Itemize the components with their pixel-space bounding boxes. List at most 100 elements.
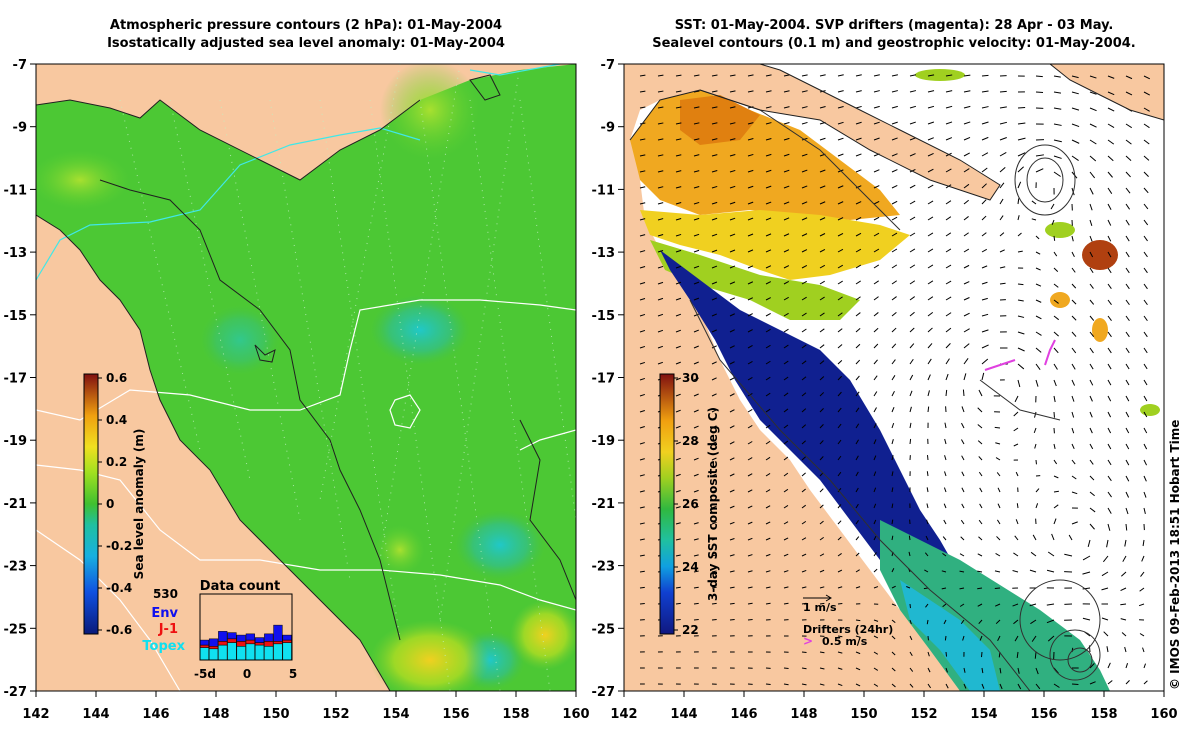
bar-env [254, 637, 265, 643]
velocity-arrow [711, 313, 718, 317]
right-coastline [629, 64, 1164, 201]
velocity-arrow [1107, 155, 1114, 162]
velocity-arrow [1106, 646, 1109, 653]
colorbar-tick-label: 0.2 [106, 455, 127, 469]
velocity-arrow [945, 389, 948, 397]
velocity-arrow [945, 683, 949, 689]
velocity-arrow [1089, 155, 1097, 162]
velocity-arrow [1125, 219, 1130, 226]
velocity-arrow [729, 185, 736, 189]
velocity-arrow [927, 152, 934, 157]
velocity-arrow [891, 121, 898, 125]
velocity-arrow [1125, 251, 1130, 258]
velocity-arrow [1035, 379, 1039, 387]
velocity-arrow [962, 389, 965, 397]
velocity-arrow [873, 667, 879, 671]
velocity-arrow [944, 438, 947, 445]
velocity-arrow [711, 233, 718, 237]
velocity-arrow [675, 538, 681, 541]
velocity-arrow [942, 603, 947, 608]
velocity-arrow [783, 521, 789, 525]
velocity-arrow [855, 391, 860, 397]
velocity-arrow [1017, 347, 1025, 352]
velocity-arrow [945, 327, 952, 333]
velocity-arrow [675, 186, 682, 189]
velocity-arrow [909, 74, 917, 77]
velocity-arrow [765, 473, 771, 477]
velocity-arrow [1107, 283, 1112, 290]
velocity-arrow [1143, 331, 1148, 338]
velocity-arrow [1017, 181, 1022, 189]
velocity-arrow [1089, 251, 1094, 258]
velocity-arrow [1051, 533, 1055, 541]
velocity-arrow [675, 233, 682, 237]
velocity-arrow [1120, 587, 1127, 592]
velocity-arrow [747, 201, 754, 205]
velocity-arrow [819, 440, 824, 445]
velocity-arrow [977, 407, 983, 413]
velocity-arrow [1053, 475, 1059, 479]
velocity-arrow [1143, 347, 1148, 354]
bar-topex [264, 646, 274, 661]
y-tick-label: -25 [592, 622, 616, 637]
velocity-arrow [711, 457, 717, 461]
velocity-arrow [944, 455, 947, 461]
velocity-arrow [729, 249, 736, 253]
velocity-arrow [729, 138, 736, 141]
x-tick-label: 160 [1150, 707, 1177, 722]
velocity-arrow [1082, 555, 1091, 561]
velocity-arrow [675, 586, 681, 589]
velocity-arrow [711, 122, 718, 125]
velocity-arrow [729, 90, 736, 93]
coastline [36, 74, 576, 691]
velocity-arrow [1017, 250, 1023, 253]
velocity-arrow [873, 200, 880, 205]
velocity-arrow [693, 473, 699, 477]
bar-j1 [273, 641, 283, 645]
y-tick-label: -23 [4, 560, 28, 575]
velocity-arrow [873, 248, 880, 253]
velocity-arrow [855, 312, 861, 317]
y-tick-label: -27 [592, 685, 616, 700]
velocity-arrow [729, 521, 735, 525]
velocity-arrow [1017, 299, 1024, 302]
velocity-arrow [711, 297, 718, 301]
velocity-arrow [943, 503, 947, 509]
velocity-arrow [999, 121, 1008, 125]
velocity-arrow [783, 169, 790, 173]
bar-j1 [236, 641, 246, 647]
velocity-arrow [693, 329, 699, 333]
velocity-arrow [1125, 187, 1131, 194]
velocity-arrow [1143, 459, 1148, 466]
velocity-arrow [639, 74, 646, 77]
velocity-arrow [657, 106, 664, 109]
velocity-arrow [783, 683, 789, 686]
data-count-xtick-mid: 0 [243, 667, 251, 681]
velocity-arrow [693, 201, 700, 205]
velocity-arrow [765, 521, 771, 525]
velocity-arrow [1017, 137, 1026, 141]
velocity-arrow [657, 90, 664, 93]
velocity-arrow [997, 503, 1001, 509]
velocity-arrow [765, 440, 771, 445]
velocity-arrow [1101, 617, 1109, 621]
velocity-arrow [1107, 427, 1112, 434]
velocity-arrow [927, 264, 934, 269]
velocity-arrow [819, 360, 825, 365]
velocity-arrow [729, 554, 735, 557]
velocity-arrow [927, 121, 935, 125]
velocity-arrow [1125, 663, 1129, 669]
velocity-arrow [981, 215, 987, 221]
right-title-line2: Sealevel contours (0.1 m) and geostrophi… [652, 36, 1136, 51]
velocity-arrow [675, 154, 682, 157]
velocity-arrow [927, 406, 930, 413]
velocity-arrow [675, 554, 681, 557]
velocity-arrow [926, 519, 929, 525]
velocity-arrow [909, 374, 914, 381]
velocity-arrow [873, 327, 879, 333]
velocity-arrow [1047, 551, 1055, 557]
velocity-arrow [675, 90, 682, 93]
y-tick-label: -23 [592, 560, 616, 575]
data-count-max-label: 530 [153, 587, 178, 601]
velocity-arrow [945, 105, 953, 109]
